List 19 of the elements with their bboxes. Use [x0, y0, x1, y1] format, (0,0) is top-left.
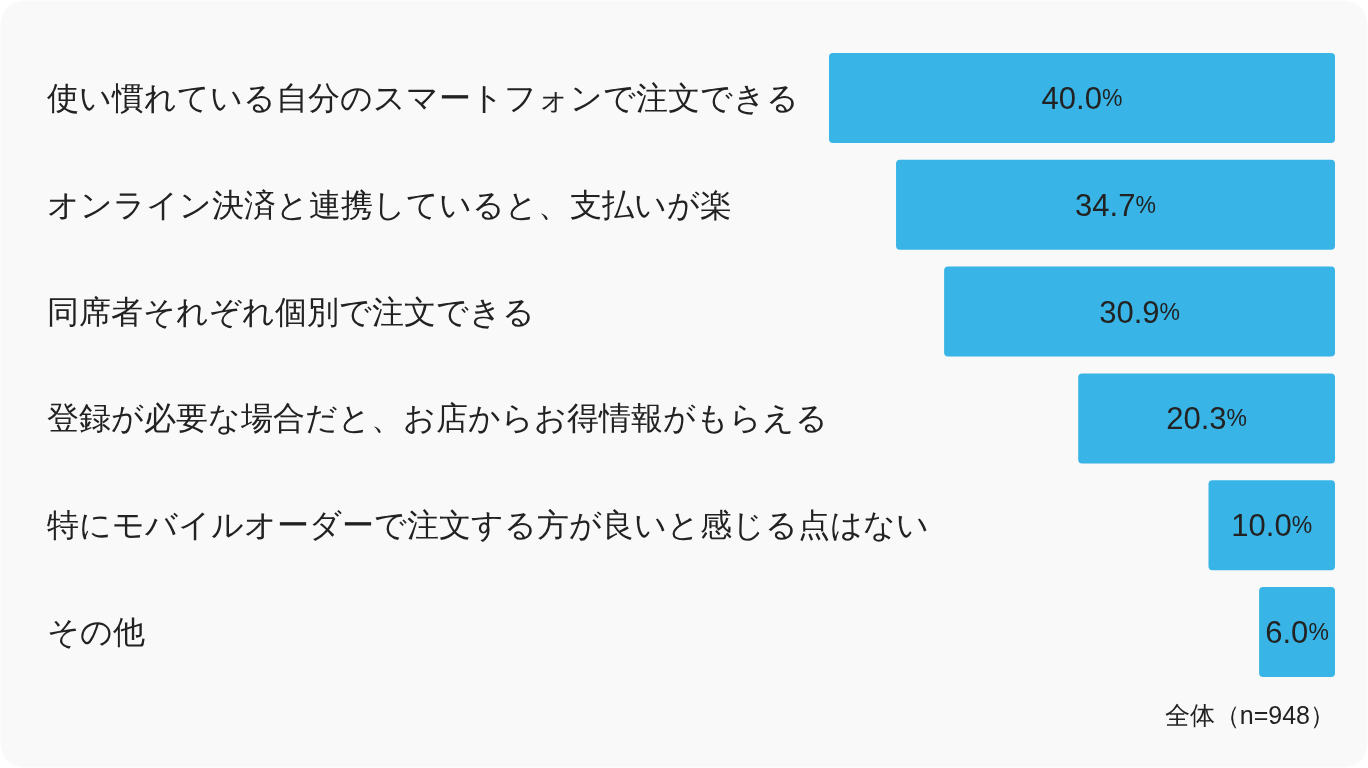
bar [1208, 480, 1335, 571]
bar [829, 53, 1335, 143]
bar [896, 159, 1335, 250]
data-label: 40.0% [1041, 80, 1123, 116]
bar [1259, 587, 1335, 677]
data-label: 34.7% [1075, 187, 1156, 223]
y-tick-label: その他 [47, 614, 145, 650]
text: 全体（n=948） [1164, 701, 1335, 729]
y-tick-label: 同席者それぞれ個別で注文できる [47, 293, 535, 330]
y-tick-label: 登録が必要な場合だと、お店からお得情報がもらえる [47, 400, 828, 437]
data-label: 20.3% [1166, 400, 1247, 436]
y-tick-label: 特にモバイルオーダーで注文する方が良いと感じる点はない [47, 507, 929, 544]
y-tick-label: 使い慣れている自分のスマートフォンで注文できる [47, 80, 799, 116]
y-tick-label: オンライン決済と連携していると、支払いが楽 [47, 186, 732, 223]
data-label: 6.0% [1265, 614, 1329, 650]
bar [1078, 373, 1335, 464]
data-label: 10.0% [1231, 507, 1313, 543]
bar [944, 266, 1335, 357]
data-label: 30.9% [1099, 294, 1180, 330]
